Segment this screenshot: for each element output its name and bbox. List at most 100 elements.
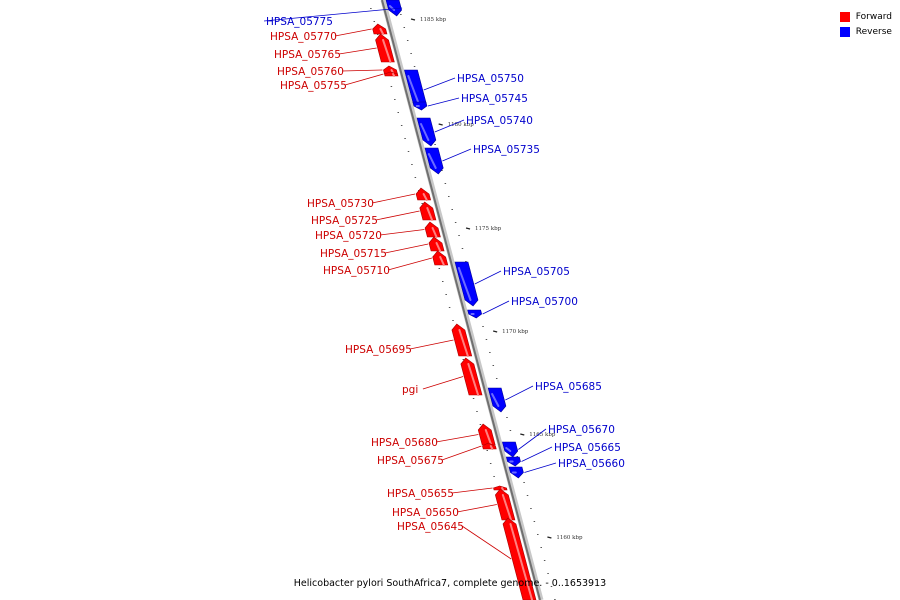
tick-label: 1160 kbp [556, 535, 583, 541]
minor-tick-left [441, 281, 444, 282]
forward-swatch [839, 11, 850, 22]
gene-leader-line [482, 300, 510, 315]
minor-tick-right [506, 417, 508, 418]
gene-leader-line [456, 504, 497, 513]
gene-leader-line [384, 243, 429, 254]
minor-tick-left [400, 125, 403, 126]
gene-label: HPSA_05680 [371, 437, 438, 449]
gene-leader-line [341, 69, 383, 72]
gene-HPSA_05740-arrow [416, 117, 437, 147]
major-tick [465, 227, 471, 230]
legend-forward: Forward [839, 9, 892, 24]
minor-tick-right [489, 352, 491, 353]
gene-HPSA_05685-arrow [487, 387, 507, 413]
gene-HPSA_05650-arrow [495, 488, 516, 521]
minor-tick-right [543, 560, 546, 561]
gene-leader-line [524, 462, 557, 473]
gene-label: HPSA_05760 [277, 66, 344, 78]
gene-label: HPSA_05685 [535, 381, 602, 393]
minor-tick-right [403, 27, 406, 28]
gene-label: pgi [402, 384, 418, 396]
gene-label: HPSA_05735 [473, 144, 540, 156]
gene-label: HPSA_05705 [503, 266, 570, 278]
tick-label: 1170 kbp [502, 329, 529, 335]
gene-label: HPSA_05720 [315, 230, 382, 242]
minor-tick-left [438, 268, 441, 269]
gene-HPSA_05675-arrow [482, 442, 497, 450]
gene-HPSA_05695-arrow [451, 323, 473, 357]
major-tick [547, 536, 552, 539]
minor-tick-right [533, 521, 536, 522]
gene-label: HPSA_05730 [307, 198, 374, 210]
tick-layer: 1185 kbp 1180 kbp 1175 kbp 1170 kbp 1165 kbp… [370, 8, 583, 600]
minor-tick-left [404, 138, 406, 139]
gene-leader-line [387, 257, 433, 271]
gene-label: HPSA_05740 [466, 115, 533, 127]
minor-tick-right [540, 547, 542, 548]
gene-HPSA_05670-arrow [502, 441, 519, 458]
minor-tick-right [454, 222, 457, 223]
gene-leader-line [521, 446, 553, 462]
gene-label: HPSA_05655 [387, 488, 454, 500]
gene-label: HPSA_05650 [392, 507, 459, 519]
minor-tick-right [444, 183, 447, 184]
gene-label: HPSA_05725 [311, 215, 378, 227]
gene-label: HPSA_05765 [274, 49, 341, 61]
minor-tick-left [411, 164, 413, 165]
minor-tick-left [479, 424, 482, 425]
gene-HPSA_05765-arrow [375, 33, 395, 63]
gene-label: HPSA_05745 [461, 93, 528, 105]
gene-pgi-arrow [460, 357, 483, 396]
minor-tick-left [472, 398, 475, 399]
gene-label: HPSA_05645 [397, 521, 464, 533]
gene-layer [372, 0, 537, 600]
gene-HPSA_05665-arrow [505, 456, 521, 467]
minor-tick-right [413, 66, 416, 67]
minor-tick-left [476, 411, 478, 412]
minor-tick-right [465, 261, 467, 262]
minor-tick-right [406, 40, 409, 41]
gene-leader-line [338, 47, 377, 55]
reverse-swatch [839, 26, 850, 37]
gene-leader-line [434, 119, 465, 133]
gene-leader-line [409, 339, 454, 350]
minor-tick-right [458, 235, 460, 236]
gene-label: HPSA_05695 [345, 344, 412, 356]
gene-label: HPSA_05700 [511, 296, 578, 308]
minor-tick-left [421, 203, 423, 204]
gene-HPSA_05720-arrow [424, 221, 441, 238]
gene-leader-line [435, 434, 479, 443]
gene-label: HPSA_05755 [280, 80, 347, 92]
gene-label: HPSA_05715 [320, 248, 387, 260]
minor-tick-right [550, 586, 553, 587]
gene-HPSA_05680-arrow [477, 423, 496, 446]
gene-leader-line [451, 487, 493, 494]
gene-label: HPSA_05670 [548, 424, 615, 436]
minor-tick-right [537, 534, 539, 535]
minor-tick-right [526, 495, 529, 496]
minor-tick-right [492, 365, 495, 366]
gene-HPSA_05645-arrow [502, 517, 537, 600]
minor-tick-left [486, 450, 488, 451]
minor-tick-left [370, 8, 372, 9]
minor-tick-right [495, 378, 498, 379]
tick-label: 1185 kbp [420, 17, 447, 23]
minor-tick-left [394, 99, 396, 100]
gene-HPSA_05710-arrow [432, 250, 449, 266]
gene-leader-line [371, 193, 416, 204]
gene-label: HPSA_05710 [323, 265, 390, 277]
gene-leader-line [518, 428, 547, 450]
major-tick [520, 433, 525, 436]
gene-label: HPSA_05750 [457, 73, 524, 85]
minor-tick-right [485, 339, 488, 340]
minor-tick-right [461, 248, 464, 249]
gene-leader-line [423, 77, 456, 91]
gene-leader-line [441, 445, 482, 461]
gene-HPSA_05725-arrow [419, 201, 437, 221]
minor-tick-right [410, 53, 412, 54]
minor-tick-left [489, 463, 492, 464]
minor-tick-right [400, 14, 402, 15]
minor-tick-right [547, 573, 549, 574]
minor-tick-right [530, 508, 532, 509]
